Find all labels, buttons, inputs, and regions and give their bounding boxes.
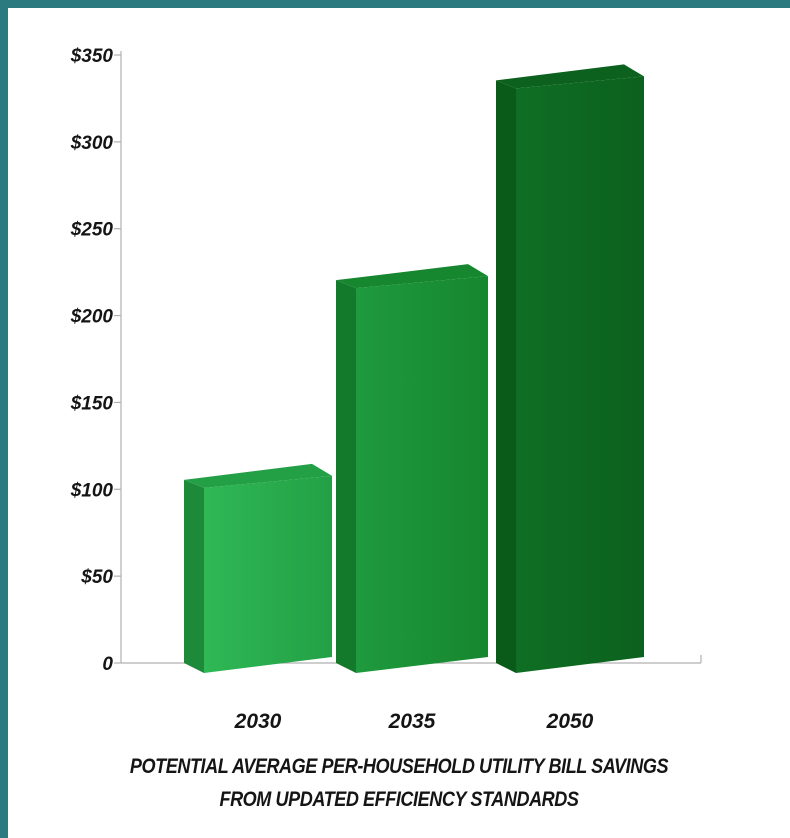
bar-2030 bbox=[184, 463, 332, 673]
y-tick-label: 0 bbox=[102, 654, 113, 675]
y-tick-label: $100 bbox=[70, 480, 114, 501]
x-tick-label: 2050 bbox=[546, 710, 594, 733]
x-tick-label: 2030 bbox=[234, 710, 282, 733]
bar-front-face bbox=[516, 76, 644, 673]
y-tick-label: $250 bbox=[70, 220, 114, 241]
chart-bars bbox=[184, 64, 644, 673]
bar-top-face bbox=[184, 463, 332, 488]
chart-frame: 0 $50 $100 $150 $200 $250 $300 $350 2030 2035 205… bbox=[8, 8, 790, 838]
y-tick-label: $300 bbox=[70, 133, 114, 154]
y-tick-label: $200 bbox=[70, 307, 114, 328]
x-tick-label: 2035 bbox=[388, 710, 436, 733]
bar-side-face bbox=[336, 280, 356, 673]
y-tick-label: $50 bbox=[80, 567, 113, 588]
caption-line-2: FROM UPDATED EFFICIENCY STANDARDS bbox=[219, 788, 579, 811]
chart-caption: POTENTIAL AVERAGE PER-HOUSEHOLD UTILITY … bbox=[63, 750, 736, 816]
bar-side-face bbox=[496, 80, 516, 673]
bar-top-face bbox=[336, 264, 488, 289]
bar-2050 bbox=[496, 64, 644, 673]
x-axis-labels: 2030 2035 2050 bbox=[234, 710, 594, 733]
caption-line-1: POTENTIAL AVERAGE PER-HOUSEHOLD UTILITY … bbox=[129, 755, 669, 778]
bar-top-face bbox=[496, 64, 644, 89]
y-axis-ticks: 0 $50 $100 $150 $200 $250 $300 $350 bbox=[70, 46, 121, 675]
bar-2035 bbox=[336, 264, 488, 673]
bar-front-face bbox=[204, 475, 332, 673]
bar-front-face bbox=[356, 276, 488, 673]
y-tick-label: $150 bbox=[70, 393, 114, 414]
bar-side-face bbox=[184, 479, 204, 673]
bar-chart: 0 $50 $100 $150 $200 $250 $300 $350 2030 2035 205… bbox=[70, 46, 702, 733]
y-tick-label: $350 bbox=[70, 46, 114, 67]
